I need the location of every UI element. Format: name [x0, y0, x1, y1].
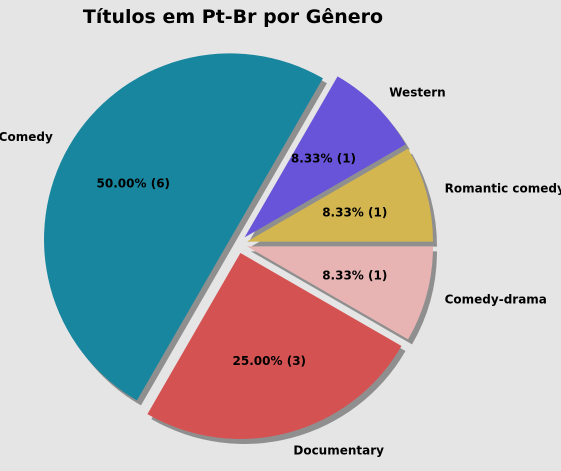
slice-western [244, 76, 406, 238]
percent-label-western: 8.33% (1) [291, 152, 356, 166]
percent-label-comedy: 50.00% (6) [97, 177, 170, 191]
chart-title: Títulos em Pt-Br por Gênero [83, 6, 383, 28]
percent-label-documentary: 25.00% (3) [233, 354, 306, 368]
category-label-documentary: Documentary [293, 444, 384, 458]
slice-romantic-comedy [246, 148, 433, 242]
category-label-western: Western [389, 86, 445, 100]
category-label-romantic-comedy: Romantic comedy [445, 182, 561, 196]
slice-documentary [147, 252, 402, 439]
slice-comedy [44, 53, 323, 401]
category-label-comedy: Comedy [0, 130, 53, 144]
slice-comedy-drama [246, 246, 433, 340]
slices [44, 53, 433, 439]
percent-label-romantic-comedy: 8.33% (1) [322, 206, 387, 220]
labels: Romantic comedy 8.33% (1) Western 8.33% (1)… [0, 86, 561, 458]
category-label-comedy-drama: Comedy-drama [445, 292, 547, 306]
percent-label-comedy-drama: 8.33% (1) [322, 268, 387, 282]
